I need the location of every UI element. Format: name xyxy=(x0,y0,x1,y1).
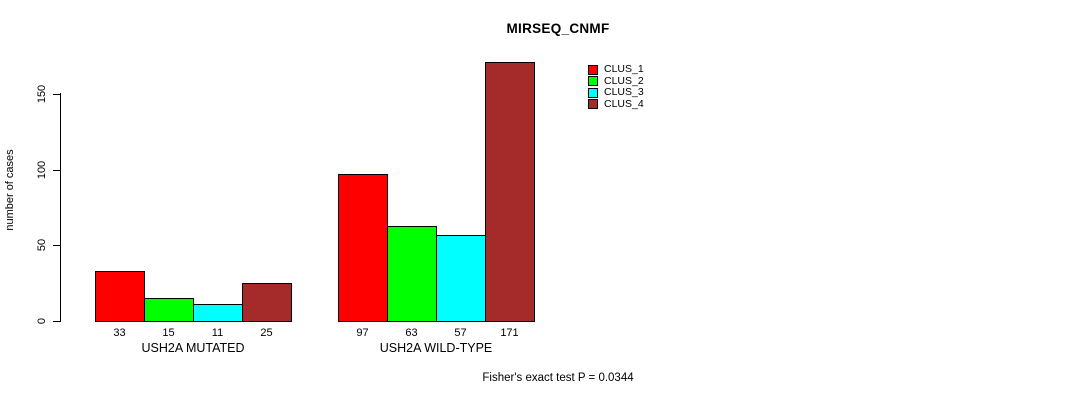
bar-clus_3-group-2 xyxy=(436,235,486,322)
legend-label: CLUS_3 xyxy=(604,86,644,98)
bar-clus_3-group-1 xyxy=(193,304,243,322)
legend-swatch-clus-4-icon xyxy=(588,99,598,109)
y-axis-tick-label: 50 xyxy=(36,238,48,251)
legend-label: CLUS_4 xyxy=(604,97,644,110)
bar-value-label: 171 xyxy=(500,327,519,339)
y-axis-tick xyxy=(53,93,61,95)
bar-clus_2-group-1 xyxy=(144,298,194,322)
y-axis-tick xyxy=(53,169,61,171)
legend-item-clus-2: CLUS_2 xyxy=(588,74,644,87)
bar-value-label: 33 xyxy=(113,327,126,339)
bar-value-label: 97 xyxy=(356,327,369,339)
bar-clus_2-group-2 xyxy=(387,226,437,322)
bar-value-label: 63 xyxy=(405,327,418,339)
y-axis-tick xyxy=(53,244,61,246)
y-axis-tick-label: 150 xyxy=(36,84,48,103)
y-axis-tick-label: 100 xyxy=(36,160,48,179)
bar-clus_4-group-2 xyxy=(485,62,535,322)
y-axis-label: number of cases xyxy=(4,149,16,231)
y-axis-line xyxy=(60,93,61,321)
legend-swatch-clus-2-icon xyxy=(588,76,598,86)
legend-swatch-clus-1-icon xyxy=(588,64,598,75)
x-axis-group-label: USH2A WILD-TYPE xyxy=(379,341,493,355)
bar-value-label: 57 xyxy=(454,327,467,339)
bar-value-label: 25 xyxy=(260,327,273,339)
legend: CLUS_1 CLUS_2 CLUS_3 CLUS_4 xyxy=(588,64,644,110)
y-axis-tick xyxy=(53,320,61,322)
fisher-test-caption: Fisher's exact test P = 0.0344 xyxy=(482,372,634,384)
legend-item-clus-3: CLUS_3 xyxy=(588,87,644,98)
legend-item-clus-1: CLUS_1 xyxy=(588,64,644,75)
bar-value-label: 15 xyxy=(162,327,175,339)
bar-clus_1-group-2 xyxy=(338,174,388,322)
bar-value-label: 11 xyxy=(211,327,224,339)
legend-label: CLUS_2 xyxy=(604,74,644,87)
bar-clus_4-group-1 xyxy=(242,283,292,322)
x-axis-group-label: USH2A MUTATED xyxy=(141,341,245,355)
y-axis-tick-label: 0 xyxy=(36,317,48,324)
bar-clus_1-group-1 xyxy=(95,271,145,322)
legend-swatch-clus-3-icon xyxy=(588,87,598,98)
legend-label: CLUS_1 xyxy=(604,63,644,75)
chart-title: MIRSEQ_CNMF xyxy=(506,21,610,36)
legend-item-clus-4: CLUS_4 xyxy=(588,97,644,110)
